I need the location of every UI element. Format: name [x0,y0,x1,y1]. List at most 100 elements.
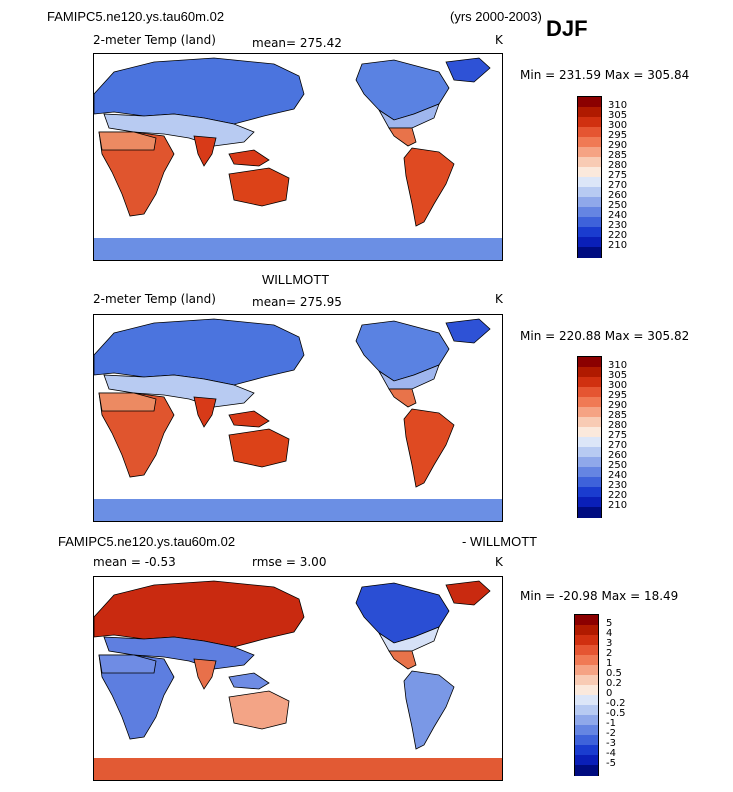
panel1-units: K [495,33,503,47]
panel1-variable: 2-meter Temp (land) [93,33,216,47]
colorbar-cell [578,457,601,468]
colorbar-tick-label: 280 [608,420,628,431]
colorbar-cell [575,755,598,766]
colorbar-tick-label: 230 [608,220,628,231]
colorbar-tick-label: 210 [608,500,628,511]
australia-shape [228,167,290,207]
colorbar-tick-label: 230 [608,480,628,491]
australia-shape [228,690,290,730]
indonesia-shape [228,410,270,428]
central-america-shape [388,650,417,670]
colorbar-cell [578,407,601,418]
colorbar-2 [577,356,602,518]
colorbar-cell [575,725,598,736]
colorbar-cell [578,217,601,228]
colorbar-1 [577,96,602,258]
south-america-shape [403,147,455,227]
colorbar-cell [578,177,601,188]
indonesia-shape [228,672,270,690]
colorbar-tick-label: 240 [608,470,628,481]
colorbar-tick-label: 5 [606,618,613,629]
colorbar-tick-label: 275 [608,170,628,181]
colorbar-tick-label: 2 [606,648,613,659]
colorbar-cell [578,477,601,488]
map-1-plot [94,57,502,260]
colorbar-cell [578,487,601,498]
colorbar-cell [575,715,598,726]
colorbar-tick-label: 295 [608,130,628,141]
colorbar-tick-label: 4 [606,628,613,639]
greenland-shape [445,580,491,606]
colorbar-tick-label: 250 [608,460,628,471]
panel1-mean: mean= 275.42 [252,36,342,50]
map-panel-2 [93,314,503,522]
colorbar-tick-label: 275 [608,430,628,441]
colorbar-tick-label: 310 [608,360,628,371]
greenland-shape [445,57,491,83]
colorbar-cell [578,417,601,428]
colorbar-tick-label: -0.2 [606,698,626,709]
colorbar-cell [578,107,601,118]
eurasia-shape [94,57,305,125]
africa-shape [98,654,175,740]
panel3-title-left: FAMIPC5.ne120.ys.tau60m.02 [58,534,236,549]
colorbar-tick-label: 270 [608,440,628,451]
colorbar-tick-label: 295 [608,390,628,401]
colorbar-cell [578,117,601,128]
colorbar-cell [578,397,601,408]
colorbar-cell [575,625,598,636]
colorbar-tick-label: 1 [606,658,613,669]
colorbar-tick-label: 3 [606,638,613,649]
panel3-title-right: - WILLMOTT [462,534,538,549]
colorbar-cell [578,367,601,378]
colorbar-cell [575,735,598,746]
colorbar-cell [575,675,598,686]
colorbar-3 [574,614,599,776]
colorbar-cell [575,645,598,656]
colorbar-cell [578,157,601,168]
colorbar-cell [575,665,598,676]
colorbar-cell [578,437,601,448]
south-america-shape [403,408,455,488]
colorbar-tick-label: 280 [608,160,628,171]
india-shape [193,396,217,428]
colorbar-cell [578,467,601,478]
eurasia-shape [94,318,305,386]
colorbar-tick-label: 305 [608,110,628,121]
eurasia-shape [94,580,305,648]
map-2-plot [94,318,502,521]
season-label: DJF [546,16,588,41]
central-america-shape [388,127,417,147]
colorbar-tick-label: -3 [606,738,616,749]
colorbar-tick-label: 290 [608,140,628,151]
australia-shape [228,428,290,468]
colorbar-tick-label: 270 [608,180,628,191]
panel3-rmse: rmse = 3.00 [252,555,327,569]
colorbar-cell [575,635,598,646]
colorbar-tick-label: 0.5 [606,668,622,679]
south-america-shape [403,670,455,750]
panel2-mean: mean= 275.95 [252,295,342,309]
map-panel-3 [93,576,503,781]
colorbar-cell [575,765,598,776]
panel2-units: K [495,292,503,306]
colorbar-tick-label: 300 [608,380,628,391]
colorbar-cell [578,167,601,178]
africa-shape [98,392,175,478]
panel3-minmax: Min = -20.98 Max = 18.49 [520,589,679,603]
colorbar-tick-label: -2 [606,728,616,739]
panel3-units: K [495,555,503,569]
colorbar-tick-label: -5 [606,758,616,769]
colorbar-tick-label: 250 [608,200,628,211]
antarctica-shape [94,758,502,780]
colorbar-tick-label: -0.5 [606,708,626,719]
colorbar-tick-label: 285 [608,410,628,421]
colorbar-tick-label: 260 [608,450,628,461]
colorbar-cell [578,137,601,148]
colorbar-cell [575,695,598,706]
colorbar-cell [575,655,598,666]
colorbar-cell [578,497,601,508]
panel2-title: WILLMOTT [262,272,330,287]
colorbar-cell [578,247,601,258]
antarctica-shape [94,499,502,521]
